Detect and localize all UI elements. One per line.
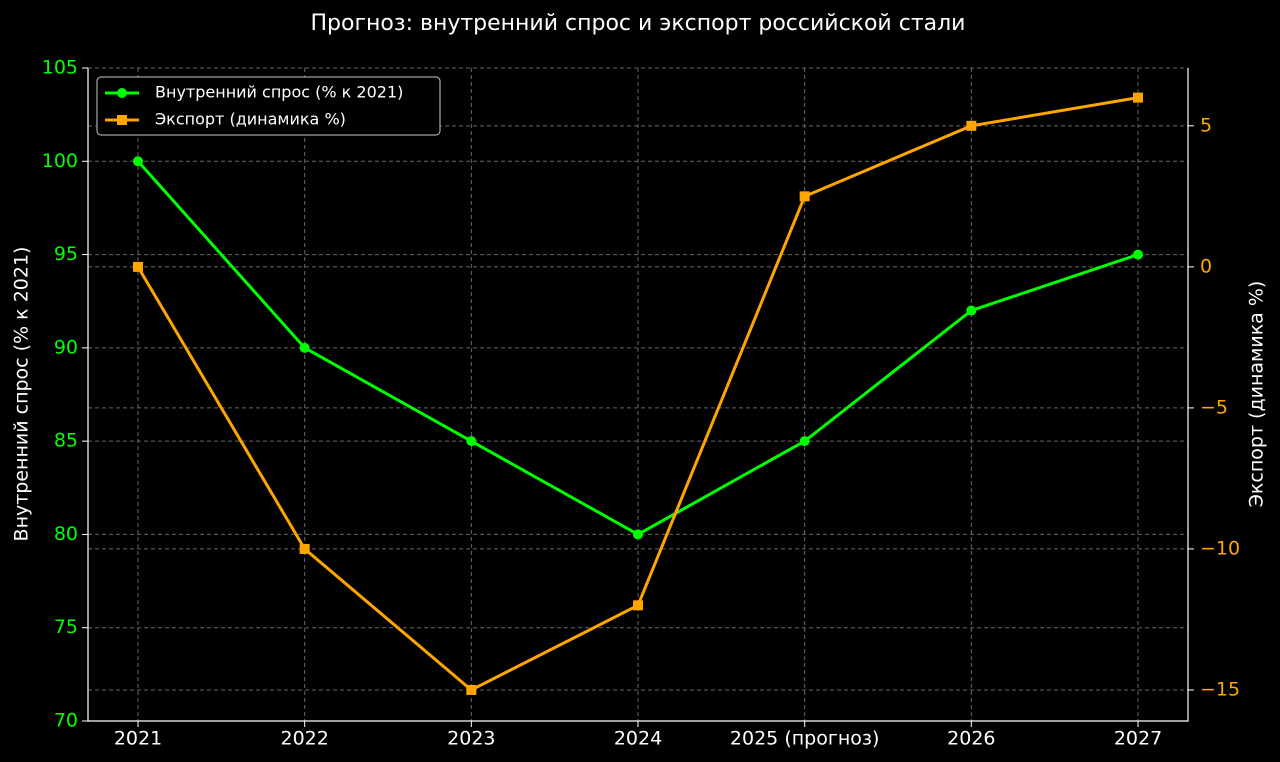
y2-tick-label: −15 xyxy=(1200,678,1240,700)
marker xyxy=(466,684,477,695)
y-tick-label: 100 xyxy=(42,150,78,172)
marker xyxy=(799,191,810,202)
marker xyxy=(1133,249,1143,260)
marker xyxy=(299,543,310,554)
y-tick-label: 70 xyxy=(54,710,78,732)
marker xyxy=(966,305,977,316)
marker xyxy=(133,156,143,167)
marker xyxy=(633,529,643,540)
marker xyxy=(466,436,477,447)
y-tick-label: 75 xyxy=(54,616,78,638)
marker xyxy=(1133,92,1143,103)
legend-marker xyxy=(117,88,127,98)
x-tick-label: 2022 xyxy=(280,728,328,750)
marker xyxy=(299,342,310,353)
y2-tick-label: −5 xyxy=(1200,396,1228,418)
marker xyxy=(133,261,143,272)
legend-label: Внутренний спрос (% к 2021) xyxy=(155,83,403,102)
y2-tick-label: 0 xyxy=(1200,255,1212,277)
marker xyxy=(799,436,810,447)
x-tick-label: 2027 xyxy=(1114,728,1162,750)
x-tick-label: 2026 xyxy=(947,728,995,750)
y2-tick-label: 5 xyxy=(1200,114,1212,136)
marker xyxy=(633,600,643,611)
y-axis-label: Внутренний спрос (% к 2021) xyxy=(11,247,33,542)
y-tick-label: 95 xyxy=(54,243,78,265)
legend-box xyxy=(96,76,441,136)
axis-frame xyxy=(87,68,1189,722)
x-tick-label: 2025 (прогноз) xyxy=(730,728,879,750)
x-tick-label: 2023 xyxy=(447,728,495,750)
y2-tick-label: −10 xyxy=(1200,537,1240,559)
y-tick-label: 80 xyxy=(54,523,78,545)
marker xyxy=(966,120,977,131)
legend: Внутренний спрос (% к 2021) Экспорт (дина… xyxy=(96,76,441,136)
x-tick-label: 2021 xyxy=(114,728,162,750)
y2-axis-label: Экспорт (динамика %) xyxy=(1246,281,1268,508)
legend-label: Экспорт (динамика %) xyxy=(155,110,346,129)
legend-marker xyxy=(117,115,127,125)
y-tick-label: 85 xyxy=(54,430,78,452)
y-tick-label: 90 xyxy=(54,336,78,358)
chart-title: Прогноз: внутренний спрос и экспорт росс… xyxy=(311,11,966,36)
y-tick-label: 105 xyxy=(42,57,78,79)
x-tick-label: 2024 xyxy=(614,728,662,750)
